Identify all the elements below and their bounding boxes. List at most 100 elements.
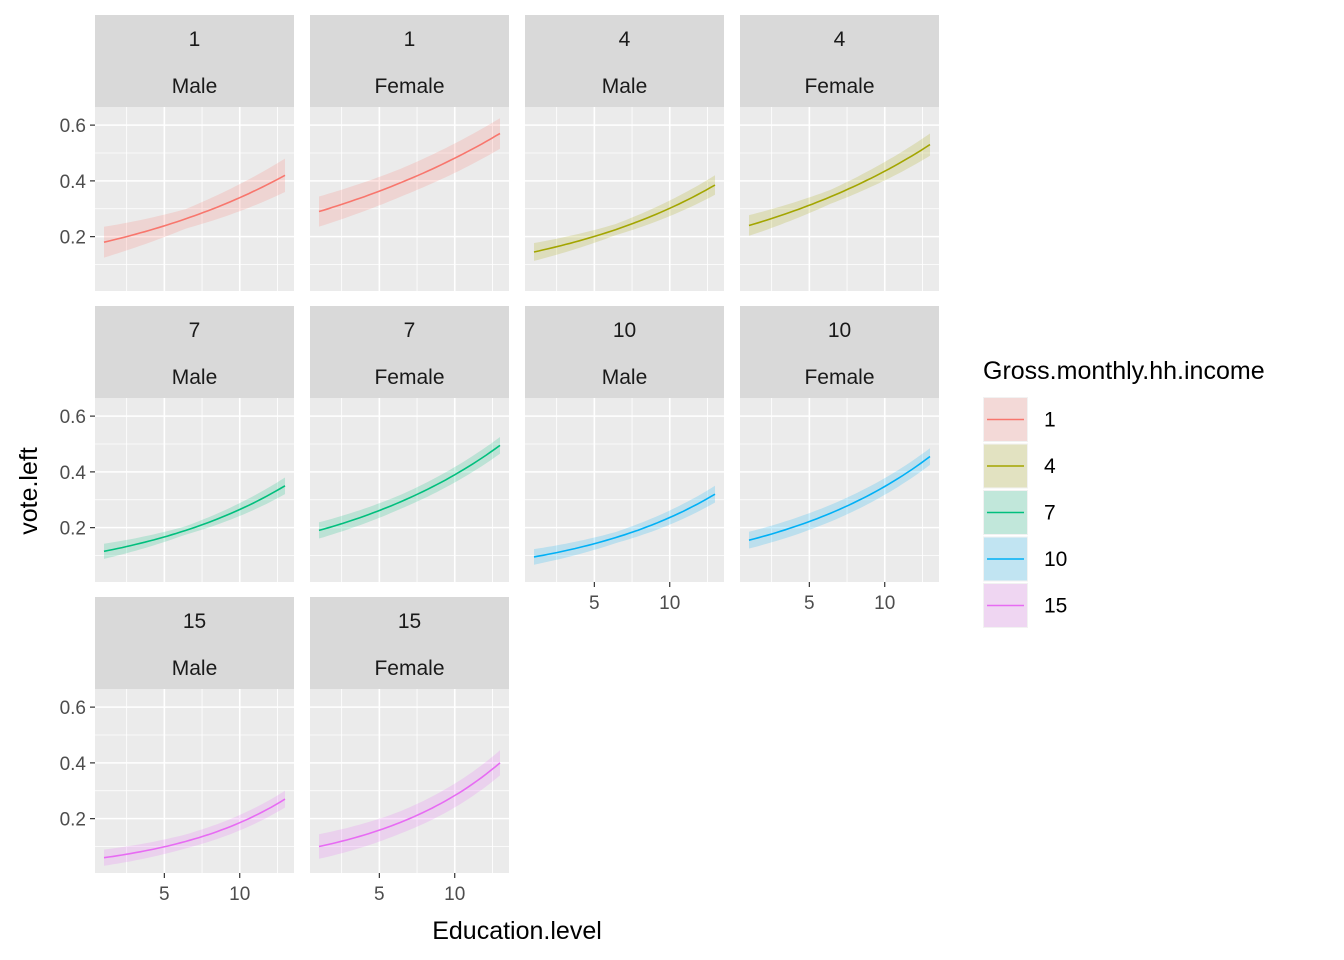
facet-strip xyxy=(525,15,724,107)
panel-background xyxy=(310,398,509,582)
strip-label-income: 10 xyxy=(828,319,851,342)
y-tick-label: 0.4 xyxy=(60,754,87,775)
facet-strip xyxy=(95,15,294,107)
y-tick-label: 0.2 xyxy=(60,810,86,831)
facet-strip xyxy=(740,15,939,107)
y-tick-label: 0.2 xyxy=(60,228,86,249)
strip-label-gender: Male xyxy=(172,75,218,98)
series-line xyxy=(103,485,286,553)
x-tick-label: 5 xyxy=(804,593,815,614)
legend-item: 7 xyxy=(983,490,1056,535)
confidence-band xyxy=(749,448,930,549)
x-tick-label: 10 xyxy=(229,884,250,905)
confidence-band xyxy=(534,175,715,261)
facet-panel: 10 Female 5 10 xyxy=(740,306,939,614)
y-tick-label: 0.6 xyxy=(60,116,86,137)
strip-label-gender: Female xyxy=(804,75,874,98)
y-axis-title: vote.left xyxy=(15,447,43,535)
series-line xyxy=(533,184,716,253)
facet-panel: 4 Male xyxy=(525,15,724,291)
panel-background xyxy=(740,107,939,291)
legend-label: 10 xyxy=(1044,548,1067,571)
facet-strip xyxy=(525,306,724,398)
strip-label-income: 1 xyxy=(404,28,416,51)
facet-strip xyxy=(95,597,294,689)
legend-item: 1 xyxy=(983,397,1056,442)
strip-label-gender: Male xyxy=(602,366,648,389)
confidence-band xyxy=(319,437,500,539)
strip-label-gender: Male xyxy=(172,366,218,389)
x-tick-label: 5 xyxy=(374,884,385,905)
series-line xyxy=(318,132,501,213)
strip-label-gender: Female xyxy=(374,657,444,680)
confidence-band xyxy=(319,118,500,227)
facet-panel: 15 Female 5 10 xyxy=(310,597,509,905)
facet-strip xyxy=(740,306,939,398)
x-tick-label: 10 xyxy=(874,593,895,614)
facet-strip xyxy=(310,15,509,107)
legend-item: 4 xyxy=(983,443,1056,489)
facet-strip xyxy=(95,306,294,398)
confidence-band xyxy=(104,790,285,866)
legend-label: 15 xyxy=(1044,595,1067,618)
strip-label-gender: Male xyxy=(172,657,218,680)
series-line xyxy=(318,444,501,532)
strip-label-income: 4 xyxy=(619,28,631,51)
facet-strip xyxy=(310,597,509,689)
panel-background xyxy=(95,398,294,582)
series-line xyxy=(748,455,931,541)
legend-label: 1 xyxy=(1044,409,1056,432)
strip-label-income: 7 xyxy=(189,319,201,342)
x-tick-label: 10 xyxy=(659,593,680,614)
series-line xyxy=(533,493,716,558)
y-tick-label: 0.6 xyxy=(60,698,86,719)
y-tick-label: 0.6 xyxy=(60,407,86,428)
strip-label-gender: Female xyxy=(374,366,444,389)
legend-label: 4 xyxy=(1044,455,1056,478)
confidence-band xyxy=(104,477,285,559)
facet-strip xyxy=(310,306,509,398)
legend-item: 15 xyxy=(983,583,1067,628)
strip-label-income: 1 xyxy=(189,28,201,51)
y-tick-label: 0.2 xyxy=(60,519,86,540)
x-tick-label: 5 xyxy=(159,884,170,905)
strip-label-gender: Female xyxy=(804,366,874,389)
x-tick-label: 10 xyxy=(444,884,465,905)
y-tick-label: 0.4 xyxy=(60,172,87,193)
facet-panel: 4 Female xyxy=(740,15,939,291)
x-tick-label: 5 xyxy=(589,593,600,614)
legend-label: 7 xyxy=(1044,502,1056,525)
series-line xyxy=(103,798,286,859)
strip-label-income: 15 xyxy=(183,610,206,633)
confidence-band xyxy=(534,485,715,565)
strip-label-gender: Male xyxy=(602,75,648,98)
strip-label-income: 10 xyxy=(613,319,636,342)
strip-label-gender: Female xyxy=(374,75,444,98)
panel-background xyxy=(310,107,509,291)
confidence-band xyxy=(319,750,500,859)
panels-layer: 1 Male 0.2 0.4 0.6 1 Female 4 Male 4 Female 7 Male 0.… xyxy=(60,15,939,905)
panel-background xyxy=(95,107,294,291)
legend: Gross.monthly.hh.income 1 4 7 10 15 xyxy=(983,357,1265,628)
facet-panel: 7 Female xyxy=(310,306,509,582)
panel-background xyxy=(740,398,939,582)
x-axis-title: Education.level xyxy=(432,917,602,945)
strip-label-income: 15 xyxy=(398,610,421,633)
legend-item: 10 xyxy=(983,536,1067,582)
strip-label-income: 7 xyxy=(404,319,416,342)
series-line xyxy=(748,143,931,227)
facet-panel: 7 Male 0.2 0.4 0.6 xyxy=(60,306,294,582)
series-line xyxy=(318,762,501,848)
strip-label-income: 4 xyxy=(834,28,846,51)
legend-title: Gross.monthly.hh.income xyxy=(983,357,1265,385)
confidence-band xyxy=(104,158,285,258)
y-tick-label: 0.4 xyxy=(60,463,87,484)
facet-panel: 1 Male 0.2 0.4 0.6 xyxy=(60,15,294,291)
facet-panel: 15 Male 0.2 0.4 0.6 5 10 xyxy=(60,597,294,905)
facet-panel: 10 Male 5 10 xyxy=(525,306,724,614)
panel-background xyxy=(525,398,724,582)
panel-background xyxy=(95,689,294,873)
series-line xyxy=(103,174,286,243)
facet-panel: 1 Female xyxy=(310,15,509,291)
